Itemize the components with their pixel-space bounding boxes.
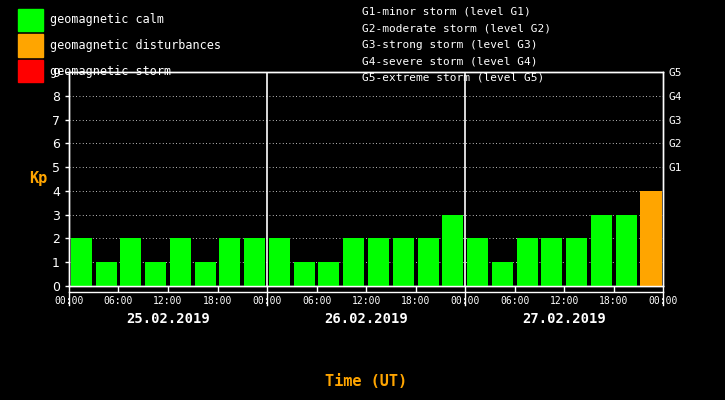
Text: G4-severe storm (level G4): G4-severe storm (level G4) xyxy=(362,56,538,66)
Text: 27.02.2019: 27.02.2019 xyxy=(523,312,606,326)
Bar xyxy=(542,238,563,286)
Bar xyxy=(170,238,191,286)
Text: 26.02.2019: 26.02.2019 xyxy=(324,312,408,326)
Bar xyxy=(294,262,315,286)
Bar xyxy=(467,238,488,286)
Bar xyxy=(517,238,538,286)
Text: geomagnetic disturbances: geomagnetic disturbances xyxy=(50,39,221,52)
Text: 25.02.2019: 25.02.2019 xyxy=(126,312,210,326)
Text: geomagnetic storm: geomagnetic storm xyxy=(50,65,171,78)
Bar xyxy=(18,60,43,82)
Text: Time (UT): Time (UT) xyxy=(325,374,407,390)
Bar xyxy=(343,238,364,286)
Bar xyxy=(71,238,92,286)
Text: G5-extreme storm (level G5): G5-extreme storm (level G5) xyxy=(362,73,544,83)
Bar xyxy=(145,262,166,286)
Bar xyxy=(368,238,389,286)
Bar xyxy=(220,238,241,286)
Text: G3-strong storm (level G3): G3-strong storm (level G3) xyxy=(362,40,538,50)
Bar xyxy=(566,238,587,286)
Text: G2-moderate storm (level G2): G2-moderate storm (level G2) xyxy=(362,23,552,33)
Bar xyxy=(18,9,43,31)
Bar xyxy=(393,238,414,286)
Bar xyxy=(96,262,117,286)
Bar xyxy=(318,262,339,286)
Bar xyxy=(194,262,215,286)
Bar xyxy=(591,215,612,286)
Bar xyxy=(18,34,43,57)
Bar xyxy=(244,238,265,286)
Bar xyxy=(616,215,637,286)
Bar xyxy=(418,238,439,286)
Text: G1-minor storm (level G1): G1-minor storm (level G1) xyxy=(362,7,531,17)
Bar xyxy=(269,238,290,286)
Text: geomagnetic calm: geomagnetic calm xyxy=(50,14,164,26)
Y-axis label: Kp: Kp xyxy=(29,172,47,186)
Bar xyxy=(492,262,513,286)
Bar xyxy=(442,215,463,286)
Bar xyxy=(120,238,141,286)
Bar xyxy=(640,191,661,286)
